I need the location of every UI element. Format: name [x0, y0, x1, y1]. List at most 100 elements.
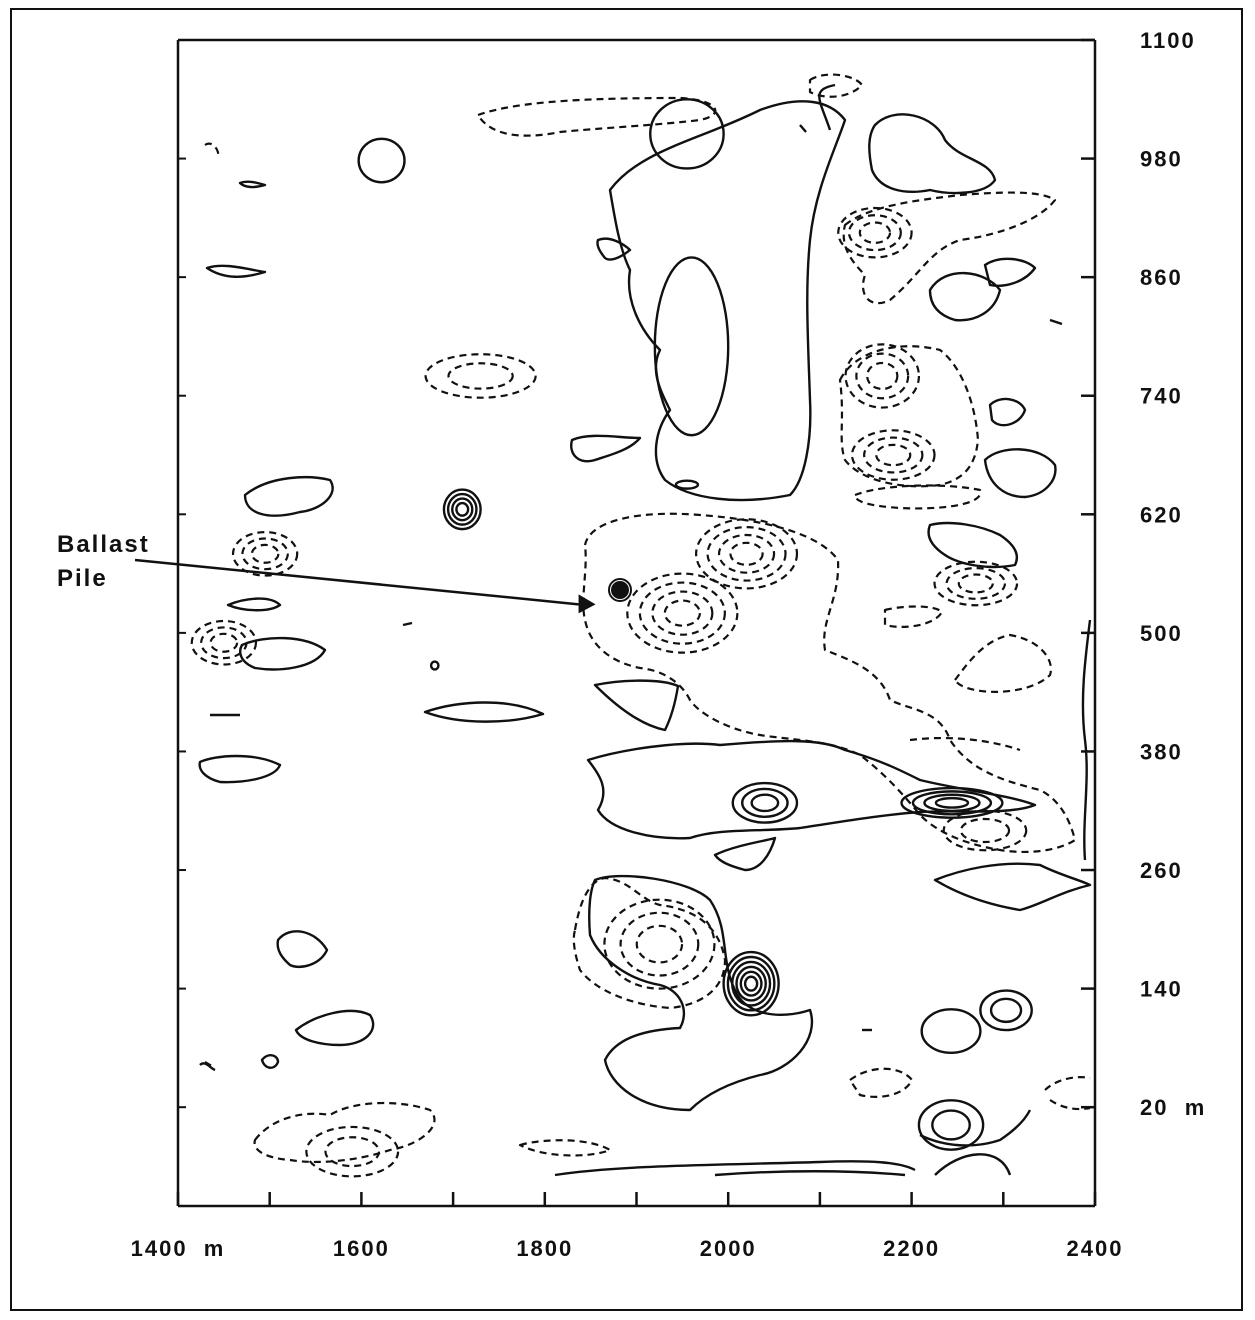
y-tick-label: 380	[1140, 739, 1183, 764]
y-tick-label: 260	[1140, 858, 1183, 883]
dashed-contour	[953, 633, 1053, 693]
solid-contour	[593, 679, 680, 732]
dashed-contour	[883, 605, 944, 628]
dashed-contour-ring	[190, 619, 258, 666]
dashed-contour-ring	[933, 560, 1019, 607]
solid-contour-ring	[750, 793, 780, 813]
x-tick-label: 2200	[883, 1236, 940, 1261]
dashed-contour-ring	[863, 436, 924, 474]
solid-contour	[226, 597, 282, 612]
solid-contour-ring	[446, 492, 478, 526]
solid-contour	[239, 636, 327, 671]
dashed-contour	[1044, 1076, 1091, 1091]
solid-contour	[238, 180, 267, 189]
dashed-contour	[518, 1139, 612, 1157]
dashed-contour-ring	[638, 581, 726, 645]
solid-contour	[554, 1160, 916, 1177]
solid-contour-ring	[931, 1109, 971, 1141]
solid-contour	[928, 271, 1002, 322]
solid-contour-ring	[934, 796, 970, 809]
solid-contour-ring	[743, 975, 759, 992]
solid-contour	[570, 434, 642, 463]
solid-contour	[198, 754, 282, 784]
solid-contour	[243, 476, 334, 517]
dashed-contour-ring	[651, 590, 714, 636]
solid-contour	[933, 862, 1092, 912]
dashed-contour	[572, 876, 727, 1010]
solid-contour	[294, 1009, 375, 1047]
solid-contour-ring	[442, 488, 482, 531]
dashed-contour-ring	[241, 537, 289, 571]
solid-contour	[988, 397, 1027, 427]
solid-contour	[1049, 318, 1063, 326]
dashed-contour-ring	[663, 599, 701, 627]
dashed-contour-ring	[603, 898, 716, 990]
y-tick-label: 20 m	[1140, 1095, 1206, 1120]
figure-frame	[10, 8, 1243, 1311]
solid-contour-ring	[357, 137, 406, 184]
y-tick-label: 140	[1140, 977, 1183, 1002]
dashed-contour	[848, 1067, 914, 1098]
dashed-contour-ring	[305, 1125, 400, 1178]
solid-contour-ring	[451, 497, 474, 522]
dashed-contour-ring	[695, 518, 799, 590]
contour-feature-layer	[190, 98, 1033, 1178]
solid-contour-ring	[923, 793, 981, 813]
solid-contour-ring	[979, 989, 1033, 1032]
solid-contour-ring	[735, 965, 767, 1002]
solid-contour	[927, 521, 1019, 569]
solid-contour	[205, 264, 267, 278]
solid-contour	[199, 1062, 216, 1072]
dashed-contour-group	[204, 73, 1091, 1164]
y-tick-label: 1100	[1140, 28, 1196, 53]
dashed-contour	[204, 142, 220, 159]
solid-contour	[714, 1170, 906, 1177]
dashed-contour-ring	[324, 1136, 381, 1168]
solid-contour	[402, 621, 413, 627]
ballast-pile-marker	[611, 581, 629, 599]
solid-contour	[608, 100, 847, 502]
solid-contour	[818, 83, 836, 131]
dashed-contour-ring	[250, 543, 280, 564]
dashed-contour-ring	[424, 353, 537, 399]
solid-contour	[260, 1054, 280, 1069]
dashed-contour	[476, 96, 717, 137]
solid-contour-ring	[731, 781, 799, 824]
y-tick-label: 740	[1140, 384, 1183, 409]
solid-contour	[588, 874, 813, 1112]
y-tick-label: 980	[1140, 147, 1183, 172]
y-tick-group: 1100 980 860 740 620 500 380 260 140 20 m	[178, 28, 1206, 1120]
dashed-contour-ring	[717, 533, 776, 574]
annotation-label-line2: Pile	[57, 565, 108, 592]
dashed-contour-ring	[626, 572, 739, 654]
solid-contour-ring	[649, 98, 725, 170]
dashed-contour-ring	[209, 632, 239, 653]
solid-contour-ring	[455, 501, 470, 517]
solid-contour	[983, 257, 1037, 287]
dashed-contour-ring	[945, 567, 1007, 600]
dashed-contour-ring	[447, 362, 514, 390]
solid-contour	[983, 448, 1057, 499]
dashed-contour-ring	[942, 809, 1028, 852]
solid-contour-ring	[920, 1008, 982, 1055]
x-tick-label: 2400	[1067, 1236, 1124, 1261]
solid-contour-ring	[726, 955, 776, 1012]
solid-contour	[868, 113, 997, 195]
annotation-arrow-line	[134, 558, 579, 606]
dashed-contour-ring	[855, 352, 910, 400]
solid-contour	[423, 701, 545, 723]
dashed-contour	[853, 484, 982, 510]
dashed-contour	[838, 345, 980, 488]
dashed-contour-ring	[850, 429, 936, 481]
solid-contour-ring	[989, 997, 1023, 1024]
solid-contour-ring	[917, 1099, 985, 1151]
annotation-arrow-head	[578, 594, 596, 614]
solid-contour-ring	[731, 960, 772, 1007]
solid-contour-ring	[739, 970, 763, 997]
solid-contour-ring	[653, 256, 730, 437]
dashed-contour-ring	[837, 206, 913, 259]
dashed-contour	[808, 73, 864, 98]
dashed-contour	[909, 736, 1021, 752]
dashed-contour-ring	[200, 626, 248, 660]
